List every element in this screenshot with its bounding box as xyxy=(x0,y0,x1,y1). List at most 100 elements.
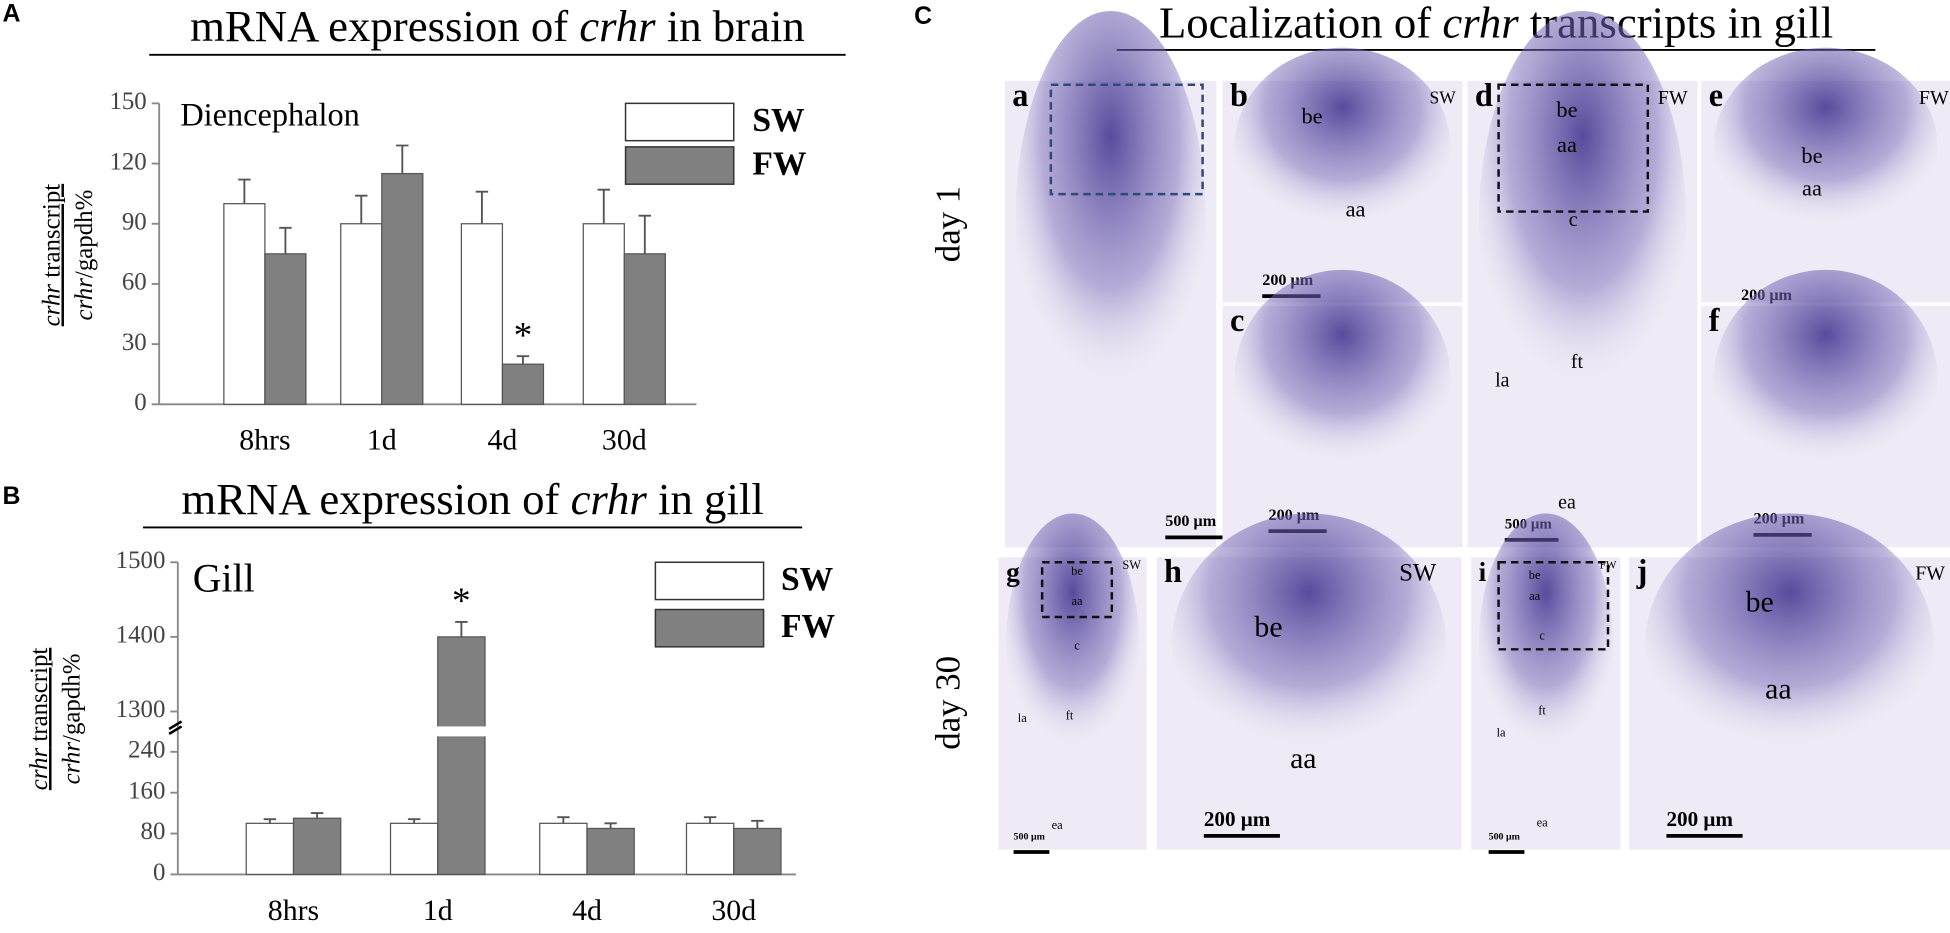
bar xyxy=(539,822,588,876)
image-label: ft xyxy=(1066,708,1074,722)
image-label: ft xyxy=(1538,703,1546,717)
y-label-part: /gapdh% xyxy=(71,190,98,278)
y-label-part: transcript xyxy=(26,648,53,748)
image-label: ea xyxy=(1052,818,1064,832)
x-tick-label: 1d xyxy=(423,894,453,927)
image-label: c xyxy=(1539,629,1545,643)
stain xyxy=(1645,513,1934,777)
axis-break xyxy=(168,720,183,735)
error-bar xyxy=(557,816,570,824)
error-bar xyxy=(407,818,421,824)
panel-c-title: Localization of crhr transcripts in gill xyxy=(1159,0,1833,48)
legend-label: FW xyxy=(781,608,836,645)
panel-letter: A xyxy=(2,0,20,28)
y-tick-label: 60 xyxy=(122,269,147,296)
y-label-part: /gapdh% xyxy=(58,654,85,742)
panel-c-title-part: crhr xyxy=(1442,0,1519,48)
image-letter: j xyxy=(1636,553,1648,589)
image-label: 200 μm xyxy=(1204,807,1271,831)
row-label: day 1 xyxy=(928,186,967,262)
image-label: FW xyxy=(1600,560,1617,572)
bar xyxy=(623,253,666,405)
image-label: be xyxy=(1301,103,1322,128)
y-label-top: crhr transcript xyxy=(38,184,65,327)
y-tick-label: 30 xyxy=(122,329,147,356)
error-bar xyxy=(279,226,292,254)
legend-swatch xyxy=(654,561,765,601)
image-label: SW xyxy=(1399,559,1437,586)
stain xyxy=(1713,269,1938,488)
y-label-part: crhr xyxy=(26,748,53,791)
bar xyxy=(582,223,625,405)
image-label: SW xyxy=(1122,558,1141,572)
error-bar xyxy=(597,188,610,224)
image-label: c xyxy=(1569,209,1578,231)
error-bar xyxy=(455,621,468,637)
bar xyxy=(586,827,635,876)
image-label: 200 μm xyxy=(1666,807,1733,831)
chart-title-part: in gill xyxy=(647,474,764,524)
image-label: aa xyxy=(1557,132,1577,157)
stain xyxy=(1006,513,1140,777)
panel-letter: C xyxy=(914,2,932,30)
image-label: FW xyxy=(1658,87,1688,109)
legend-swatch xyxy=(624,146,735,185)
image-letter: e xyxy=(1709,77,1723,113)
image-label: 500 μm xyxy=(1014,831,1046,842)
chart-title-part: in brain xyxy=(656,2,805,52)
image-label: FW xyxy=(1915,562,1945,584)
y-tick-label: 150 xyxy=(109,88,146,115)
image-label: SW xyxy=(1430,88,1457,108)
image-letter: h xyxy=(1164,553,1182,589)
x-tick-label: 1d xyxy=(367,424,397,457)
inset-box xyxy=(1497,83,1650,213)
image-label: la xyxy=(1495,369,1510,391)
y-tick-label: 160 xyxy=(128,777,165,804)
y-label-bottom: crhr/gapdh% xyxy=(58,654,85,785)
y-label-bottom: crhr/gapdh% xyxy=(71,190,98,321)
image-label: be xyxy=(1746,585,1774,618)
image-label: 500 μm xyxy=(1489,831,1521,842)
bar xyxy=(437,636,486,876)
image-label: be xyxy=(1529,568,1541,582)
bar xyxy=(223,203,266,405)
y-tick-label: 1300 xyxy=(116,696,166,723)
error-bar xyxy=(355,194,368,224)
image-label: be xyxy=(1071,564,1083,578)
inset-box xyxy=(1497,561,1610,651)
image-label: ea xyxy=(1537,815,1549,829)
image-letter: d xyxy=(1475,77,1493,113)
x-tick-label: 30d xyxy=(602,424,647,457)
bar xyxy=(292,817,342,876)
image-label: aa xyxy=(1802,176,1822,201)
stain xyxy=(1234,269,1451,488)
legend-label: SW xyxy=(752,102,805,139)
error-bar xyxy=(396,144,409,174)
error-bar xyxy=(638,214,652,254)
y-tick-label: 0 xyxy=(153,859,165,886)
panel-annotation: Diencephalon xyxy=(180,97,360,133)
y-label-part: crhr xyxy=(38,284,65,327)
x-tick-label: 4d xyxy=(488,424,518,457)
stain xyxy=(1713,47,1938,248)
error-bar xyxy=(475,190,489,224)
bar xyxy=(460,223,504,405)
y-label-part: crhr xyxy=(71,278,98,321)
image-label: c xyxy=(1074,639,1080,653)
y-label-part: transcript xyxy=(38,184,65,284)
chart-title-part: crhr xyxy=(571,474,648,524)
chart-title-part: mRNA expression of xyxy=(190,2,579,52)
bar xyxy=(264,253,307,405)
image-label: aa xyxy=(1071,594,1083,608)
error-bar xyxy=(703,816,717,824)
bar xyxy=(389,822,439,876)
y-tick-label: 240 xyxy=(128,737,165,764)
image-label: ea xyxy=(1558,491,1576,513)
panel-c-title-part: Localization of xyxy=(1159,0,1442,48)
y-tick-label: 1500 xyxy=(116,547,166,574)
x-tick-label: 4d xyxy=(572,894,602,927)
error-bar xyxy=(310,812,324,819)
inset-box xyxy=(1049,83,1204,196)
